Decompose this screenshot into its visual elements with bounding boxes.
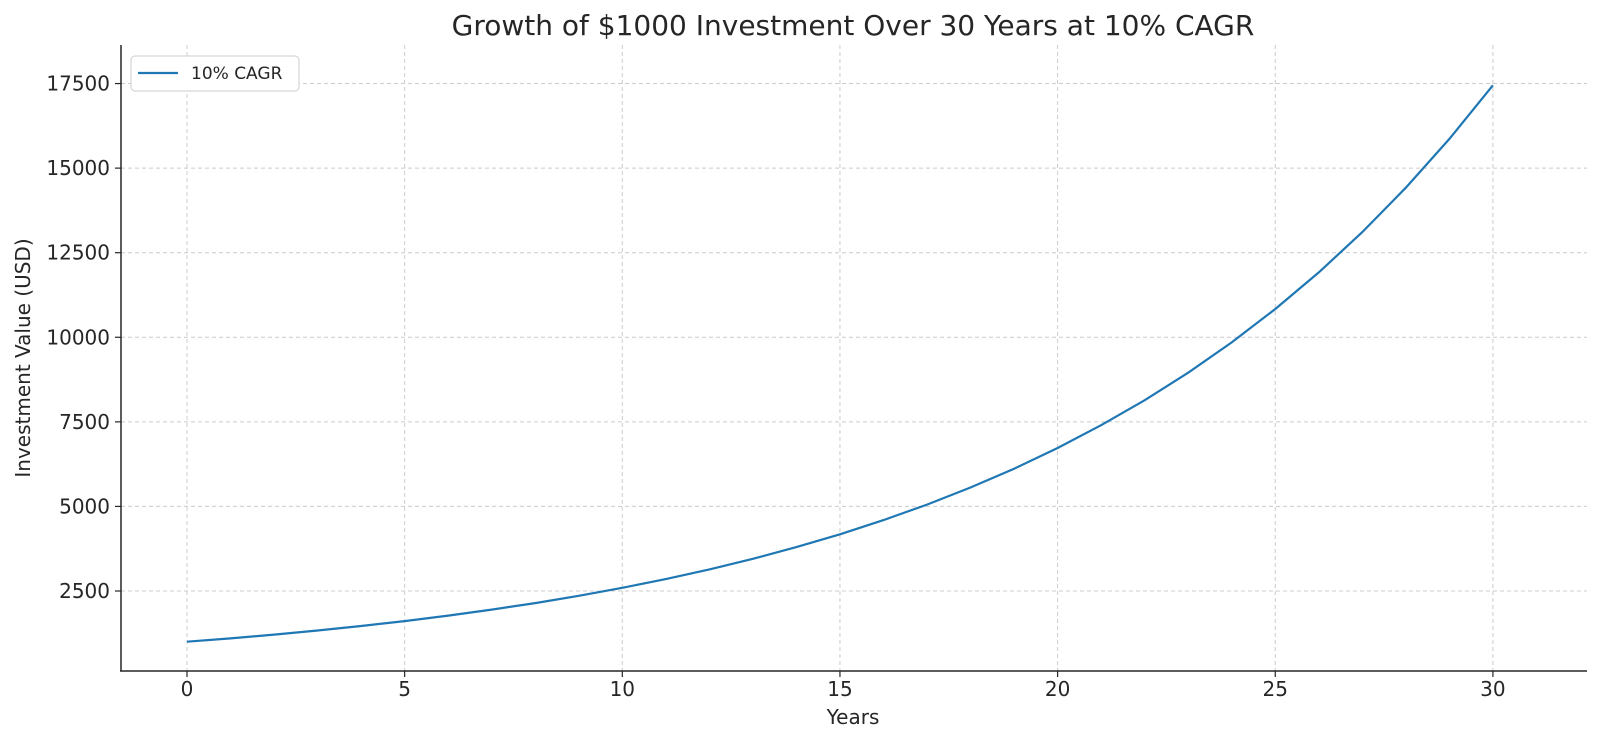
y-tick-label: 12500 bbox=[46, 241, 110, 265]
y-tick-label: 10000 bbox=[46, 325, 110, 349]
x-tick-label: 10 bbox=[610, 677, 635, 701]
legend-label: 10% CAGR bbox=[191, 64, 283, 84]
y-tick-label: 5000 bbox=[59, 494, 110, 518]
x-tick-label: 25 bbox=[1263, 677, 1288, 701]
x-axis-label: Years bbox=[826, 705, 880, 729]
x-tick-label: 15 bbox=[827, 677, 852, 701]
x-tick-label: 5 bbox=[398, 677, 411, 701]
y-axis-ticks: 2500 5000 7500 10000 12500 15000 17500 bbox=[46, 72, 121, 603]
x-axis-ticks: 0 5 10 15 20 25 30 bbox=[181, 671, 1506, 701]
x-tick-label: 20 bbox=[1045, 677, 1070, 701]
y-axis-label: Investment Value (USD) bbox=[11, 238, 35, 477]
legend-box bbox=[130, 55, 300, 92]
series-line-10pct-cagr bbox=[186, 84, 1494, 643]
x-tick-label: 0 bbox=[181, 677, 194, 701]
gridlines bbox=[121, 45, 1587, 671]
y-tick-label: 7500 bbox=[59, 410, 110, 434]
y-tick-label: 15000 bbox=[46, 156, 110, 180]
chart-title: Growth of $1000 Investment Over 30 Years… bbox=[452, 9, 1255, 42]
x-tick-label: 30 bbox=[1480, 677, 1505, 701]
y-tick-label: 2500 bbox=[59, 579, 110, 603]
legend: 10% CAGR bbox=[130, 55, 300, 92]
y-tick-label: 17500 bbox=[46, 72, 110, 96]
